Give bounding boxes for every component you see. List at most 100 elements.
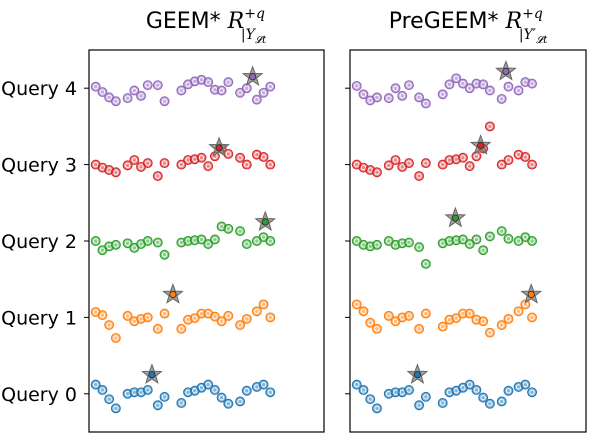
data-point: [97, 310, 108, 321]
data-point: [159, 158, 170, 169]
data-point: [176, 398, 187, 408]
data-point: [527, 236, 538, 246]
data-point: [90, 81, 101, 92]
data-point-ring: [406, 239, 412, 246]
data-point-ring: [198, 155, 205, 161]
data-point: [496, 320, 507, 330]
data-point-ring: [192, 388, 198, 394]
data-point: [351, 379, 362, 390]
data-point: [223, 77, 234, 88]
data-point: [437, 159, 448, 170]
data-point: [196, 152, 207, 163]
data-point-ring: [205, 163, 211, 169]
data-point-ring: [386, 162, 392, 169]
data-point: [503, 313, 514, 324]
data-point-ring: [185, 81, 191, 88]
data-point: [404, 158, 414, 169]
data-point-ring: [124, 95, 131, 101]
data-point-ring: [161, 252, 168, 258]
data-point-ring: [138, 389, 144, 395]
data-point: [110, 239, 121, 250]
data-point-ring: [198, 385, 205, 391]
data-point-ring: [399, 389, 405, 395]
data-point: [142, 80, 153, 91]
data-point-ring: [260, 154, 267, 160]
data-point-ring: [505, 316, 512, 322]
data-point-ring: [212, 236, 218, 243]
data-point-ring: [374, 94, 380, 101]
data-point-ring: [399, 93, 405, 99]
data-point-ring: [453, 75, 459, 81]
data-point: [159, 391, 170, 402]
data-point: [122, 238, 133, 249]
data-point: [527, 159, 538, 170]
data-point-ring: [374, 242, 380, 248]
series-query-3: [90, 136, 276, 182]
data-point-ring: [145, 82, 151, 88]
data-point: [265, 159, 276, 170]
data-point-ring: [480, 247, 486, 253]
data-point: [258, 299, 269, 310]
data-point: [478, 79, 489, 90]
data-point: [136, 90, 146, 101]
data-point: [203, 239, 214, 250]
data-point: [258, 152, 269, 162]
title-text: GEEM*: [146, 9, 228, 34]
data-point-ring: [480, 394, 486, 401]
data-point-ring: [440, 240, 446, 246]
data-point: [358, 89, 369, 100]
selected-point: [527, 290, 535, 299]
data-point: [223, 223, 234, 234]
panel-title: PreGEEM* R+q |Y′𝓛t: [389, 6, 549, 46]
data-point-ring: [529, 314, 535, 321]
data-point: [104, 320, 115, 330]
data-point-ring: [360, 387, 367, 393]
data-point: [496, 93, 507, 104]
data-point: [129, 155, 140, 165]
data-point: [223, 148, 234, 159]
data-point-ring: [218, 223, 225, 230]
data-point-ring: [93, 84, 99, 90]
data-point-ring: [155, 326, 161, 332]
title-math-sup: +q: [244, 6, 265, 22]
data-point-ring: [499, 322, 505, 328]
data-point: [159, 249, 170, 260]
data-point-ring: [522, 381, 528, 388]
data-point-ring: [138, 241, 144, 247]
data-point-ring: [505, 84, 512, 90]
data-point-ring: [505, 157, 512, 163]
data-point: [397, 90, 408, 101]
data-point: [235, 396, 246, 407]
data-point-ring: [354, 83, 360, 89]
data-point-ring: [106, 167, 112, 173]
data-point: [444, 79, 455, 90]
data-point-ring: [260, 301, 267, 308]
data-point: [223, 398, 234, 409]
data-point: [437, 398, 448, 408]
data-point-ring: [254, 97, 260, 103]
data-point: [372, 323, 382, 334]
data-point-ring: [254, 238, 260, 244]
data-point: [484, 398, 495, 409]
data-point-ring: [244, 161, 250, 168]
data-point-ring: [124, 240, 131, 246]
data-point: [358, 306, 369, 317]
data-point-ring: [113, 405, 119, 411]
data-point: [484, 121, 495, 132]
data-point-ring: [374, 326, 380, 332]
data-point: [464, 379, 475, 390]
data-point: [90, 379, 101, 390]
data-point-ring: [155, 82, 161, 88]
data-point-ring: [467, 381, 473, 388]
data-point-ring: [467, 310, 473, 317]
data-point: [216, 85, 227, 96]
data-point: [404, 237, 414, 248]
data-point: [372, 403, 382, 414]
data-point-ring: [416, 402, 422, 408]
data-point: [478, 316, 489, 327]
data-point-ring: [93, 238, 99, 244]
data-point-ring: [522, 154, 528, 160]
data-point-ring: [367, 97, 373, 104]
data-point-ring: [515, 238, 522, 244]
data-point-ring: [499, 398, 505, 405]
